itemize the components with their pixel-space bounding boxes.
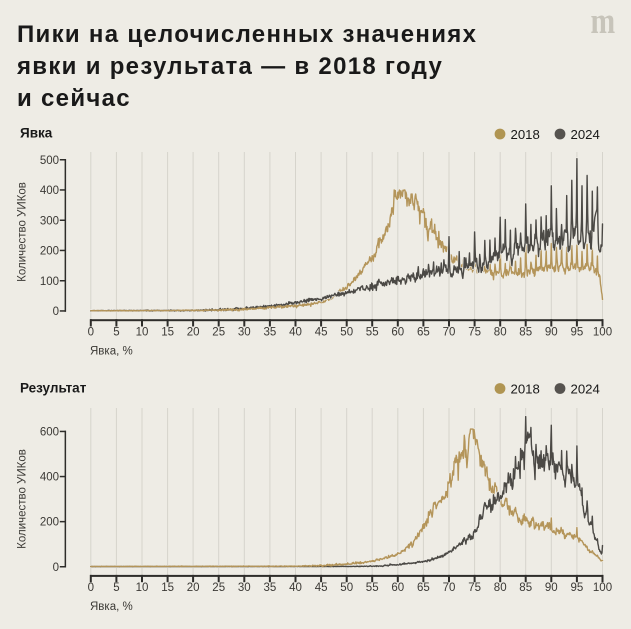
svg-text:200: 200 — [40, 246, 59, 258]
svg-text:0: 0 — [88, 327, 94, 339]
svg-text:70: 70 — [443, 327, 456, 339]
svg-text:Количество УИКов: Количество УИКов — [17, 182, 29, 282]
svg-text:Явка, %: Явка, % — [90, 346, 133, 358]
svg-text:200: 200 — [40, 517, 59, 529]
svg-text:2018: 2018 — [511, 127, 540, 142]
svg-text:30: 30 — [238, 327, 251, 339]
svg-text:Явка, %: Явка, % — [90, 601, 133, 613]
svg-text:85: 85 — [519, 327, 532, 339]
svg-text:65: 65 — [417, 327, 430, 339]
svg-text:60: 60 — [391, 327, 404, 339]
svg-text:35: 35 — [264, 327, 277, 339]
svg-text:25: 25 — [212, 582, 225, 594]
svg-text:10: 10 — [136, 327, 149, 339]
svg-text:0: 0 — [53, 306, 59, 318]
svg-text:55: 55 — [366, 327, 379, 339]
svg-text:20: 20 — [187, 582, 200, 594]
svg-text:500: 500 — [40, 155, 59, 167]
svg-text:75: 75 — [468, 327, 481, 339]
svg-text:2024: 2024 — [571, 381, 600, 396]
svg-text:35: 35 — [264, 582, 277, 594]
svg-text:40: 40 — [289, 582, 302, 594]
svg-text:600: 600 — [40, 427, 59, 439]
svg-text:0: 0 — [88, 582, 94, 594]
svg-text:400: 400 — [40, 185, 59, 197]
svg-text:5: 5 — [113, 327, 119, 339]
svg-text:50: 50 — [340, 327, 353, 339]
svg-text:400: 400 — [40, 472, 59, 484]
svg-text:Явка: Явка — [20, 126, 53, 141]
svg-text:85: 85 — [519, 582, 532, 594]
svg-text:2024: 2024 — [571, 127, 600, 142]
svg-text:15: 15 — [161, 327, 174, 339]
svg-text:65: 65 — [417, 582, 430, 594]
svg-text:90: 90 — [545, 582, 558, 594]
svg-text:2018: 2018 — [511, 381, 540, 396]
svg-text:70: 70 — [443, 582, 456, 594]
svg-text:100: 100 — [593, 582, 612, 594]
svg-text:25: 25 — [212, 327, 225, 339]
svg-text:80: 80 — [494, 582, 507, 594]
svg-text:75: 75 — [468, 582, 481, 594]
svg-text:и сейчас: и сейчас — [17, 85, 131, 112]
svg-text:300: 300 — [40, 215, 59, 227]
svg-text:50: 50 — [340, 582, 353, 594]
svg-text:45: 45 — [315, 582, 328, 594]
svg-text:0: 0 — [53, 562, 59, 574]
svg-text:90: 90 — [545, 327, 558, 339]
svg-text:40: 40 — [289, 327, 302, 339]
svg-text:m: m — [591, 1, 616, 42]
svg-text:20: 20 — [187, 327, 200, 339]
svg-text:60: 60 — [391, 582, 404, 594]
svg-text:80: 80 — [494, 327, 507, 339]
svg-text:Количество УИКов: Количество УИКов — [17, 449, 29, 549]
svg-text:Результат: Результат — [20, 381, 87, 396]
svg-text:95: 95 — [571, 582, 584, 594]
svg-text:5: 5 — [113, 582, 119, 594]
svg-text:55: 55 — [366, 582, 379, 594]
svg-text:15: 15 — [161, 582, 174, 594]
svg-text:явки и результата — в 2018 год: явки и результата — в 2018 году — [16, 53, 443, 80]
svg-text:95: 95 — [571, 327, 584, 339]
svg-text:Пики на целочисленных значения: Пики на целочисленных значениях — [17, 21, 477, 48]
svg-text:100: 100 — [593, 327, 612, 339]
svg-text:10: 10 — [136, 582, 149, 594]
svg-text:45: 45 — [315, 327, 328, 339]
svg-text:100: 100 — [40, 276, 59, 288]
svg-text:30: 30 — [238, 582, 251, 594]
